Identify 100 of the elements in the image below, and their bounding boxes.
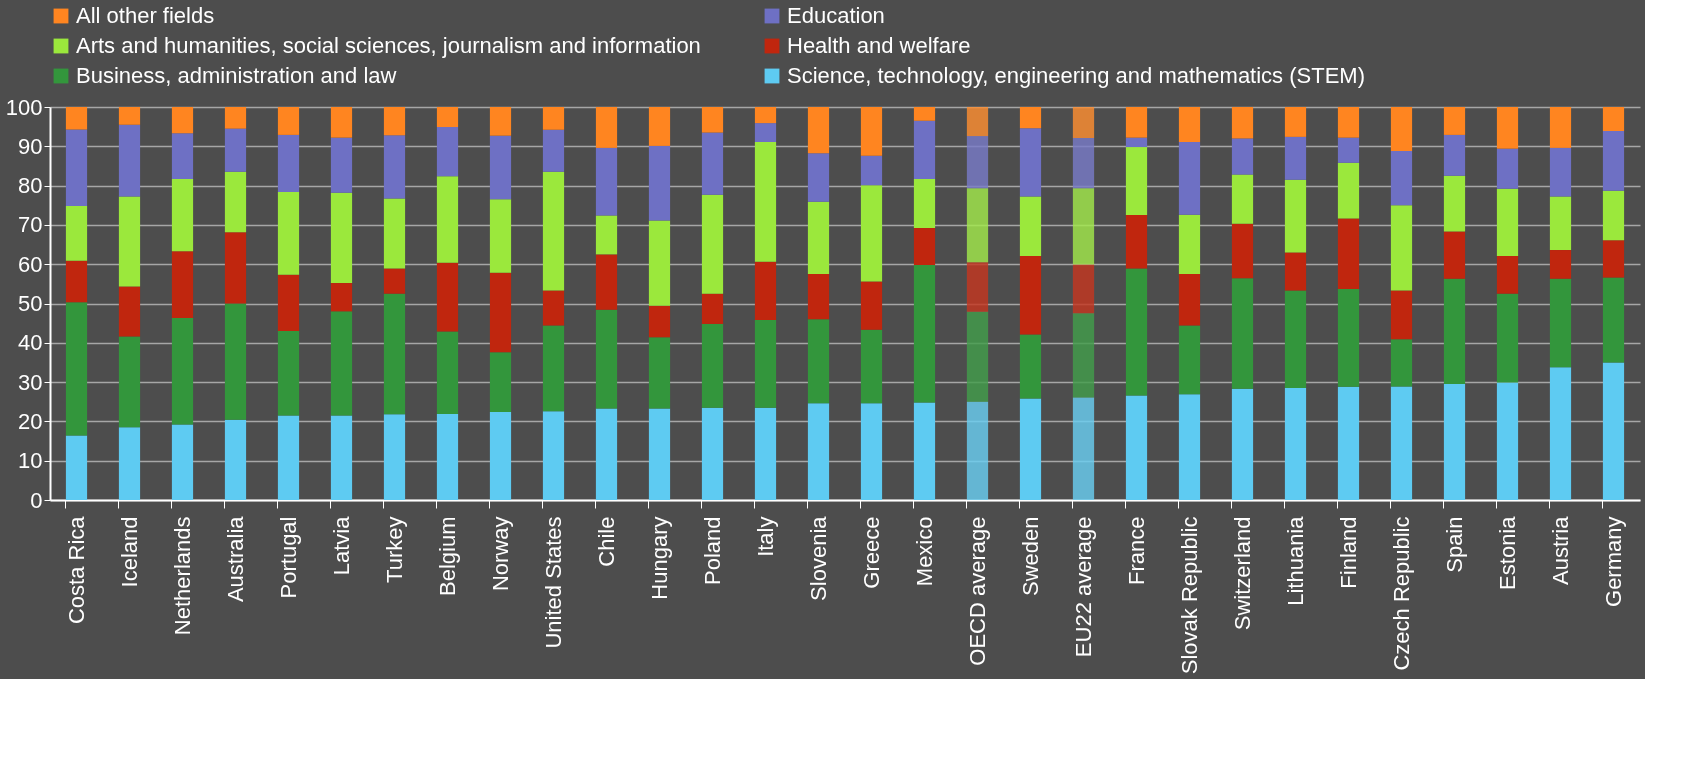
- bar: [1072, 313, 1095, 398]
- bar: [1019, 255, 1042, 335]
- bar: [1602, 130, 1625, 191]
- bar: [1125, 395, 1148, 500]
- bar: [1390, 151, 1413, 206]
- bar: [648, 220, 671, 306]
- x-tick-label: Iceland: [116, 516, 142, 588]
- x-tick-label: Czech Republic: [1388, 516, 1414, 671]
- bar: [330, 107, 353, 138]
- bar: [171, 133, 194, 179]
- bar: [1337, 288, 1360, 387]
- bar: [436, 127, 459, 177]
- bar: [1231, 138, 1254, 175]
- bar: [1390, 290, 1413, 340]
- bar: [1549, 196, 1572, 251]
- bar: [171, 424, 194, 500]
- x-tick-label: Netherlands: [169, 516, 195, 636]
- x-tick-label: Germany: [1600, 516, 1626, 607]
- bar: [1072, 107, 1095, 139]
- bar: [330, 283, 353, 312]
- bar: [913, 264, 936, 403]
- bar: [1072, 188, 1095, 265]
- bar: [171, 318, 194, 425]
- x-tick-label: Costa Rica: [63, 515, 89, 625]
- bar: [1549, 250, 1572, 279]
- bar: [701, 132, 724, 195]
- legend-label: Arts and humanities, social sciences, journalism and information: [76, 33, 701, 58]
- x-tick-label: France: [1123, 516, 1149, 585]
- bar: [171, 251, 194, 319]
- bar: [807, 403, 830, 500]
- x-tick-label: Spain: [1441, 516, 1467, 573]
- bar: [224, 171, 247, 233]
- bar: [1125, 147, 1148, 216]
- bar: [277, 331, 300, 416]
- bar: [1125, 268, 1148, 396]
- bar: [224, 107, 247, 129]
- bar: [1072, 264, 1095, 314]
- bar: [65, 206, 88, 261]
- bar: [1072, 138, 1095, 189]
- bar: [1337, 386, 1360, 500]
- bar: [1019, 398, 1042, 500]
- bar: [489, 135, 512, 200]
- x-tick-label: Mexico: [911, 516, 937, 587]
- bar: [595, 309, 618, 409]
- bar: [807, 201, 830, 275]
- bar: [489, 272, 512, 353]
- bar: [1390, 386, 1413, 500]
- bar: [1337, 162, 1360, 219]
- bar: [648, 305, 671, 338]
- bar: [1178, 325, 1201, 395]
- x-tick-label: OECD average: [964, 516, 990, 666]
- bar: [224, 419, 247, 500]
- bar: [1443, 278, 1466, 385]
- x-tick-label: Greece: [858, 516, 884, 589]
- bar: [65, 260, 88, 303]
- bar: [807, 153, 830, 202]
- bar: [1019, 196, 1042, 256]
- x-tick-label: Belgium: [434, 516, 460, 596]
- bar: [701, 323, 724, 408]
- bar: [1178, 107, 1201, 142]
- bar: [171, 178, 194, 252]
- bar: [913, 402, 936, 500]
- bar: [118, 286, 141, 337]
- bar: [754, 407, 777, 500]
- bar: [701, 293, 724, 324]
- bar: [860, 155, 883, 186]
- bar: [1284, 290, 1307, 388]
- bar: [277, 107, 300, 135]
- bar: [1178, 274, 1201, 326]
- bar: [1337, 218, 1360, 289]
- bar: [913, 178, 936, 229]
- bar: [966, 401, 989, 500]
- bar: [595, 147, 618, 216]
- bar: [1602, 107, 1625, 131]
- bar: [1549, 147, 1572, 197]
- bar: [277, 191, 300, 275]
- bar: [860, 403, 883, 500]
- legend-label: Health and welfare: [787, 33, 971, 58]
- bar: [383, 293, 406, 415]
- bar: [966, 107, 989, 137]
- bar: [65, 302, 88, 436]
- bar: [966, 188, 989, 263]
- bar: [542, 171, 565, 291]
- x-tick-label: Austria: [1547, 515, 1573, 585]
- bar: [330, 311, 353, 416]
- bar: [65, 107, 88, 130]
- bar: [1602, 190, 1625, 241]
- bar: [1125, 137, 1148, 148]
- bar: [542, 107, 565, 130]
- bar: [1125, 215, 1148, 269]
- bar: [65, 435, 88, 500]
- x-tick-label: Slovak Republic: [1176, 516, 1202, 675]
- bar: [913, 228, 936, 265]
- bar: [65, 129, 88, 207]
- bar: [1284, 388, 1307, 500]
- bar: [1231, 388, 1254, 500]
- bar: [542, 325, 565, 412]
- y-tick-label: 90: [18, 133, 43, 159]
- legend-label: Education: [787, 3, 885, 28]
- legend-label: Business, administration and law: [76, 63, 397, 88]
